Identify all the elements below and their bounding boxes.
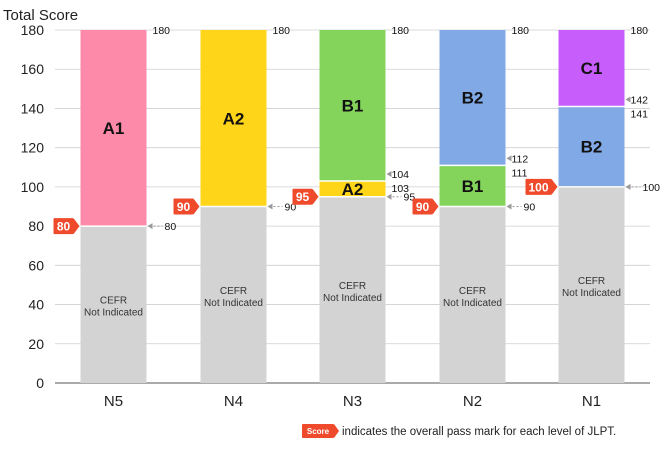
boundary-label-n3-95: 95 (404, 192, 416, 204)
cefr-not-indicated-line2-n1: Not Indicated (562, 288, 621, 299)
x-category-n1: N1 (582, 393, 601, 410)
pass-mark-text-n3: 95 (296, 190, 310, 204)
boundary-label-n3-180: 180 (392, 25, 410, 37)
y-tick-label-0: 0 (36, 375, 44, 391)
pass-mark-badge-arrow-n2 (432, 198, 439, 215)
band-label-n3-a2: A2 (342, 180, 364, 199)
boundary-arrow-n1-142 (625, 96, 631, 103)
pass-mark-badge-arrow-n4 (193, 198, 200, 215)
y-axis-ticks: 0 20 40 60 80 100 120 140 160 180 (21, 22, 45, 391)
boundary-label-n5-180: 180 (153, 25, 171, 37)
bar-n2-band-1 (439, 165, 506, 207)
boundary-label-n3-104: 104 (392, 169, 410, 181)
boundary-label-n1-180: 180 (631, 25, 649, 37)
bar-n3-band-2 (319, 30, 386, 182)
boundary-arrow-n2-90 (506, 203, 512, 210)
legend-badge (302, 424, 334, 438)
band-label-n3-b1: B1 (342, 97, 364, 116)
y-tick-label-20: 20 (28, 336, 44, 352)
boundary-arrow-n3-95 (386, 193, 392, 200)
cefr-not-indicated-line2-n3: Not Indicated (323, 293, 382, 304)
pass-mark-badge-n4 (173, 198, 194, 215)
pass-mark-badge-n2 (412, 198, 433, 215)
band-label-n1-b2: B2 (581, 138, 603, 157)
y-tick-label-160: 160 (21, 61, 45, 77)
boundary-label-n4-180: 180 (273, 25, 291, 37)
y-tick-label-180: 180 (21, 22, 45, 38)
band-label-n5-a1: A1 (103, 119, 125, 138)
x-category-n3: N3 (343, 393, 362, 410)
cefr-not-indicated-line2-n4: Not Indicated (204, 298, 263, 309)
boundary-arrow-n1-100 (625, 183, 631, 190)
boundary-arrow-n4-90 (267, 203, 273, 210)
boundary-label-n1-100: 100 (643, 182, 660, 194)
y-tick-label-80: 80 (28, 218, 44, 234)
y-tick-label-100: 100 (21, 179, 45, 195)
boundary-label-n2-180: 180 (512, 25, 530, 37)
boundary-label-n1-141: 141 (631, 108, 649, 120)
x-axis-categories: N5 N4 N3 N2 N1 (104, 393, 601, 410)
band-label-n2-b1: B1 (462, 177, 484, 196)
boundary-label-n2-111: 111 (512, 167, 528, 179)
y-tick-label-40: 40 (28, 297, 44, 313)
legend: Score indicates the overall pass mark fo… (302, 424, 616, 438)
cefr-not-indicated-line1-n5: CEFR (100, 296, 127, 307)
y-tick-label-60: 60 (28, 257, 44, 273)
y-axis-title: Total Score (3, 7, 78, 24)
x-category-n5: N5 (104, 393, 123, 410)
y-tick-label-120: 120 (21, 140, 45, 156)
bar-n4-band-0 (200, 206, 267, 383)
legend-text: indicates the overall pass mark for each… (342, 426, 616, 438)
cefr-not-indicated-line2-n5: Not Indicated (84, 308, 143, 319)
pass-mark-badge-n5 (53, 218, 74, 235)
boundary-arrow-n5-80 (147, 223, 153, 230)
y-tick-label-140: 140 (21, 100, 45, 116)
boundary-arrow-n2-112 (506, 155, 512, 162)
cefr-not-indicated-line1-n1: CEFR (578, 276, 605, 287)
pass-mark-text-n1: 100 (528, 180, 548, 194)
cefr-not-indicated-line1-n2: CEFR (459, 286, 486, 297)
pass-mark-badge-n3 (292, 188, 313, 205)
boundary-label-n5-80: 80 (165, 221, 177, 233)
band-label-n1-c1: C1 (581, 59, 603, 78)
bar-n1-band-1 (558, 106, 625, 187)
bar-n3-band-0 (319, 196, 386, 383)
cefr-not-indicated-line1-n3: CEFR (339, 281, 366, 292)
pass-mark-text-n2: 90 (416, 200, 430, 214)
bar-n2-band-0 (439, 206, 506, 383)
pass-mark-text-n5: 80 (57, 220, 71, 234)
bar-n2-band-2 (439, 30, 506, 166)
pass-mark-text-n4: 90 (177, 200, 191, 214)
cefr-not-indicated-line1-n4: CEFR (220, 286, 247, 297)
x-category-n2: N2 (463, 393, 482, 410)
bar-n5-band-0 (80, 226, 147, 383)
boundary-label-n2-90: 90 (524, 202, 536, 214)
annotations: 1808080180909018010410395951801121119090… (53, 25, 660, 235)
pass-mark-badge-n1 (525, 178, 552, 195)
boundary-label-n3-103: 103 (392, 183, 410, 195)
bar-n5-band-1 (80, 30, 147, 227)
boundary-label-n2-112: 112 (512, 153, 529, 165)
legend-badge-text: Score (307, 427, 330, 436)
bar-n3-band-1 (319, 181, 386, 197)
boundary-arrow-n3-104 (386, 171, 392, 178)
x-category-n4: N4 (224, 393, 243, 410)
boundary-label-n1-142: 142 (631, 94, 649, 106)
band-label-n2-b2: B2 (462, 89, 484, 108)
pass-mark-badge-arrow-n3 (312, 188, 319, 205)
boundary-label-n4-90: 90 (285, 202, 297, 214)
pass-mark-badge-arrow-n5 (73, 218, 80, 235)
band-label-n4-a2: A2 (223, 109, 245, 128)
bar-n4-band-1 (200, 30, 267, 207)
cefr-not-indicated-line2-n2: Not Indicated (443, 298, 502, 309)
bar-n1-band-2 (558, 30, 625, 107)
legend-badge-arrow (334, 424, 339, 438)
bar-n1-band-0 (558, 186, 625, 383)
pass-mark-badge-arrow-n1 (551, 178, 558, 195)
